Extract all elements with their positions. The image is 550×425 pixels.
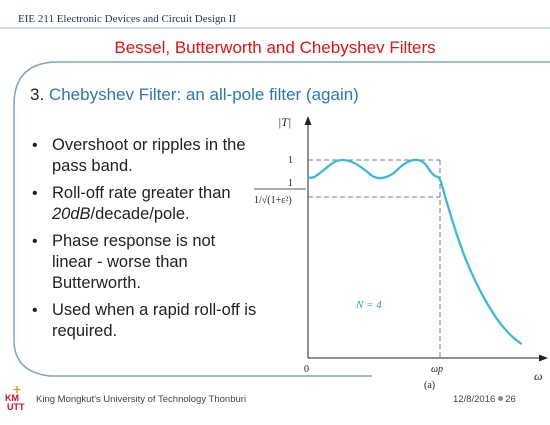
page-number: 26 bbox=[505, 394, 516, 405]
bullet-list: Overshoot or ripples in the pass band. R… bbox=[30, 135, 260, 348]
x-axis-label: ω bbox=[534, 369, 542, 383]
section-text: Chebyshev Filter: an all-pole filter (ag… bbox=[48, 85, 359, 104]
magnitude-curve bbox=[307, 158, 523, 346]
section-heading: 3. Chebyshev Filter: an all-pole filter … bbox=[30, 85, 359, 105]
bullet-item: Used when a rapid roll-off is required. bbox=[30, 300, 260, 342]
footer-date-page: 12/8/2016 26 bbox=[453, 394, 516, 405]
bullet-text: Phase response is not linear - worse tha… bbox=[52, 232, 216, 292]
y-axis-arrow bbox=[304, 116, 312, 125]
order-annotation: N = 4 bbox=[355, 299, 382, 311]
ripple-numerator: 1 bbox=[288, 178, 293, 189]
slide-title: Bessel, Butterworth and Chebyshev Filter… bbox=[114, 38, 436, 57]
y-tick-label-one: 1 bbox=[288, 155, 293, 166]
bullet-item: Overshoot or ripples in the pass band. bbox=[30, 135, 260, 177]
bullet-text: Used when a rapid roll-off is required. bbox=[52, 301, 257, 340]
svg-text:KM: KM bbox=[5, 393, 19, 403]
bullet-text: Overshoot or ripples in the pass band. bbox=[52, 136, 246, 175]
footer-university: King Mongkut's University of Technology … bbox=[36, 394, 247, 405]
course-title: EIE 211 Electronic Devices and Circuit D… bbox=[18, 13, 236, 25]
x-tick-label-wp: ωp bbox=[431, 364, 443, 375]
footer-separator-dot bbox=[498, 396, 504, 402]
x-tick-label-zero: 0 bbox=[304, 364, 309, 375]
bullet-text-post: /decade/pole. bbox=[90, 205, 190, 223]
y-tick-label-ripple: 1 1/√(1+ε²) bbox=[254, 178, 306, 206]
svg-text:UTT: UTT bbox=[7, 402, 25, 411]
footer-date: 12/8/2016 bbox=[453, 394, 496, 405]
y-axis-label: |T| bbox=[278, 115, 291, 129]
x-axis-arrow bbox=[539, 354, 548, 362]
bullet-text-pre: Roll-off rate greater than bbox=[52, 184, 231, 202]
chart-caption: (a) bbox=[424, 380, 435, 390]
kmutt-logo: KM UTT bbox=[5, 386, 25, 411]
chebyshev-response-chart: |T| ω 1 1 1/√(1+ε²) 0 ωp N = 4 (a) bbox=[254, 115, 548, 390]
section-number: 3. bbox=[30, 85, 45, 104]
ripple-denominator: 1/√(1+ε²) bbox=[254, 195, 292, 206]
bullet-item: Roll-off rate greater than 20dB/decade/p… bbox=[30, 183, 260, 225]
bullet-text-em: 20dB bbox=[52, 205, 91, 223]
bullet-item: Phase response is not linear - worse tha… bbox=[30, 231, 260, 294]
